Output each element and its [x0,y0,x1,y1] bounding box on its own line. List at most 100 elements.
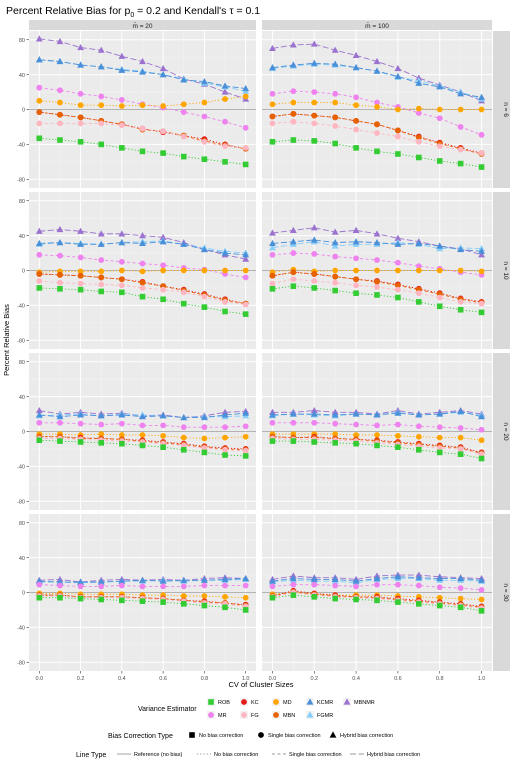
data-point-MR [290,581,297,588]
series-line-MBN [39,594,246,607]
legend-marker-MBNMR [343,698,351,705]
data-point-MR [269,583,276,590]
data-point-KCMR [310,236,318,243]
data-point-KCMR [269,411,276,418]
x-tick-label: 0.6 [394,676,402,682]
data-point-MBNMR [77,43,84,51]
row-strip-label-3: n = 30 [502,583,509,602]
data-point-ROB [242,161,249,168]
data-point-ROB [201,156,208,163]
data-point-KCMR [242,251,250,258]
data-point-MD [242,594,249,601]
data-point-MR [77,420,84,427]
data-point-FG [118,122,125,129]
data-point-MR [118,258,125,265]
data-point-KCMR [221,82,229,89]
data-point-MBNMR [310,40,318,47]
y-tick-label: -40 [17,304,25,310]
data-point-MR [180,424,187,431]
data-point-KCMR [159,238,167,245]
data-point-ROB [160,599,166,605]
panel-0-1 [262,31,492,188]
chart-title: Percent Relative Bias for p0 = 0.2 and K… [6,5,260,19]
panel-0-0: -80 -40 0 40 80 [17,31,256,188]
data-point-MD [332,267,339,274]
data-point-KCMR [180,240,188,247]
data-point-MD [222,96,228,102]
data-point-ROB [98,288,105,295]
data-point-KCMR [35,56,43,63]
legend-label-MD: MD [283,700,292,706]
data-point-KCMR [289,238,297,245]
data-point-FG [57,279,63,286]
data-point-MR [395,581,401,588]
series-line-MBN [39,436,246,451]
data-point-MR [139,422,146,429]
data-point-KCMR [415,239,423,247]
data-point-MD [77,102,84,109]
data-point-KCMR [457,574,465,582]
data-point-ROB [160,296,166,303]
data-point-FG [118,282,125,289]
data-point-MD [374,267,380,274]
data-point-ROB [180,153,187,160]
data-point-KCMR [373,411,381,418]
data-point-MBN [395,127,401,134]
data-point-KCMR [373,574,381,582]
data-point-FG [436,143,443,150]
data-point-MD [457,434,464,441]
data-point-ROB [222,604,228,611]
data-point-FG [269,280,276,287]
series-line-KC [272,590,482,607]
data-point-MR [353,583,359,590]
data-point-MR [98,421,105,428]
data-point-ROB [395,151,401,157]
data-point-MR [457,124,464,130]
col-strip-0 [29,20,256,30]
data-point-MD [98,268,105,275]
data-point-ROB [222,159,228,165]
data-point-KCMR [478,576,485,583]
data-point-KCMR [139,68,146,75]
data-point-FG [36,120,43,127]
data-point-ROB [242,453,249,459]
data-point-FG [201,138,208,145]
data-point-MR [118,582,125,589]
data-point-MD [57,99,63,106]
data-point-MR [57,582,63,589]
data-point-MBN [98,274,105,281]
data-point-MR [332,253,339,260]
data-point-FG [180,133,187,140]
data-point-MR [290,250,297,256]
x-tick-label: 0.8 [201,676,209,682]
data-point-MBN [57,111,63,118]
y-tick-label: 40 [19,234,25,240]
data-point-MBN [290,110,297,117]
data-point-MD [332,99,339,106]
series-line-FG [39,280,246,305]
row-strip-1 [493,192,510,349]
data-point-FG [436,294,443,301]
data-point-KCMR [457,90,465,97]
data-point-FG [374,284,380,290]
data-point-KCMR [478,413,485,420]
y-tick-label: 0 [22,269,25,275]
data-point-KCMR [35,239,43,247]
data-point-MR [374,99,380,106]
data-point-KCMR [201,576,208,583]
data-point-MD [180,101,187,108]
legend-bias-marker [258,732,264,738]
data-point-MR [269,90,276,97]
data-point-MD [160,432,167,439]
data-point-FG [478,150,485,157]
legend-bias-label: Single bias correction [268,733,321,739]
data-point-MD [415,105,422,112]
y-tick-label: 40 [19,395,25,401]
y-tick-label: 40 [19,556,25,562]
data-point-KCMR [373,238,381,246]
legend-line-label: Hybrid bias correction [367,752,420,758]
data-point-MR [57,252,63,259]
data-point-KCMR [394,409,402,416]
panel-2-1 [262,353,492,510]
data-point-MBNMR [56,225,64,233]
